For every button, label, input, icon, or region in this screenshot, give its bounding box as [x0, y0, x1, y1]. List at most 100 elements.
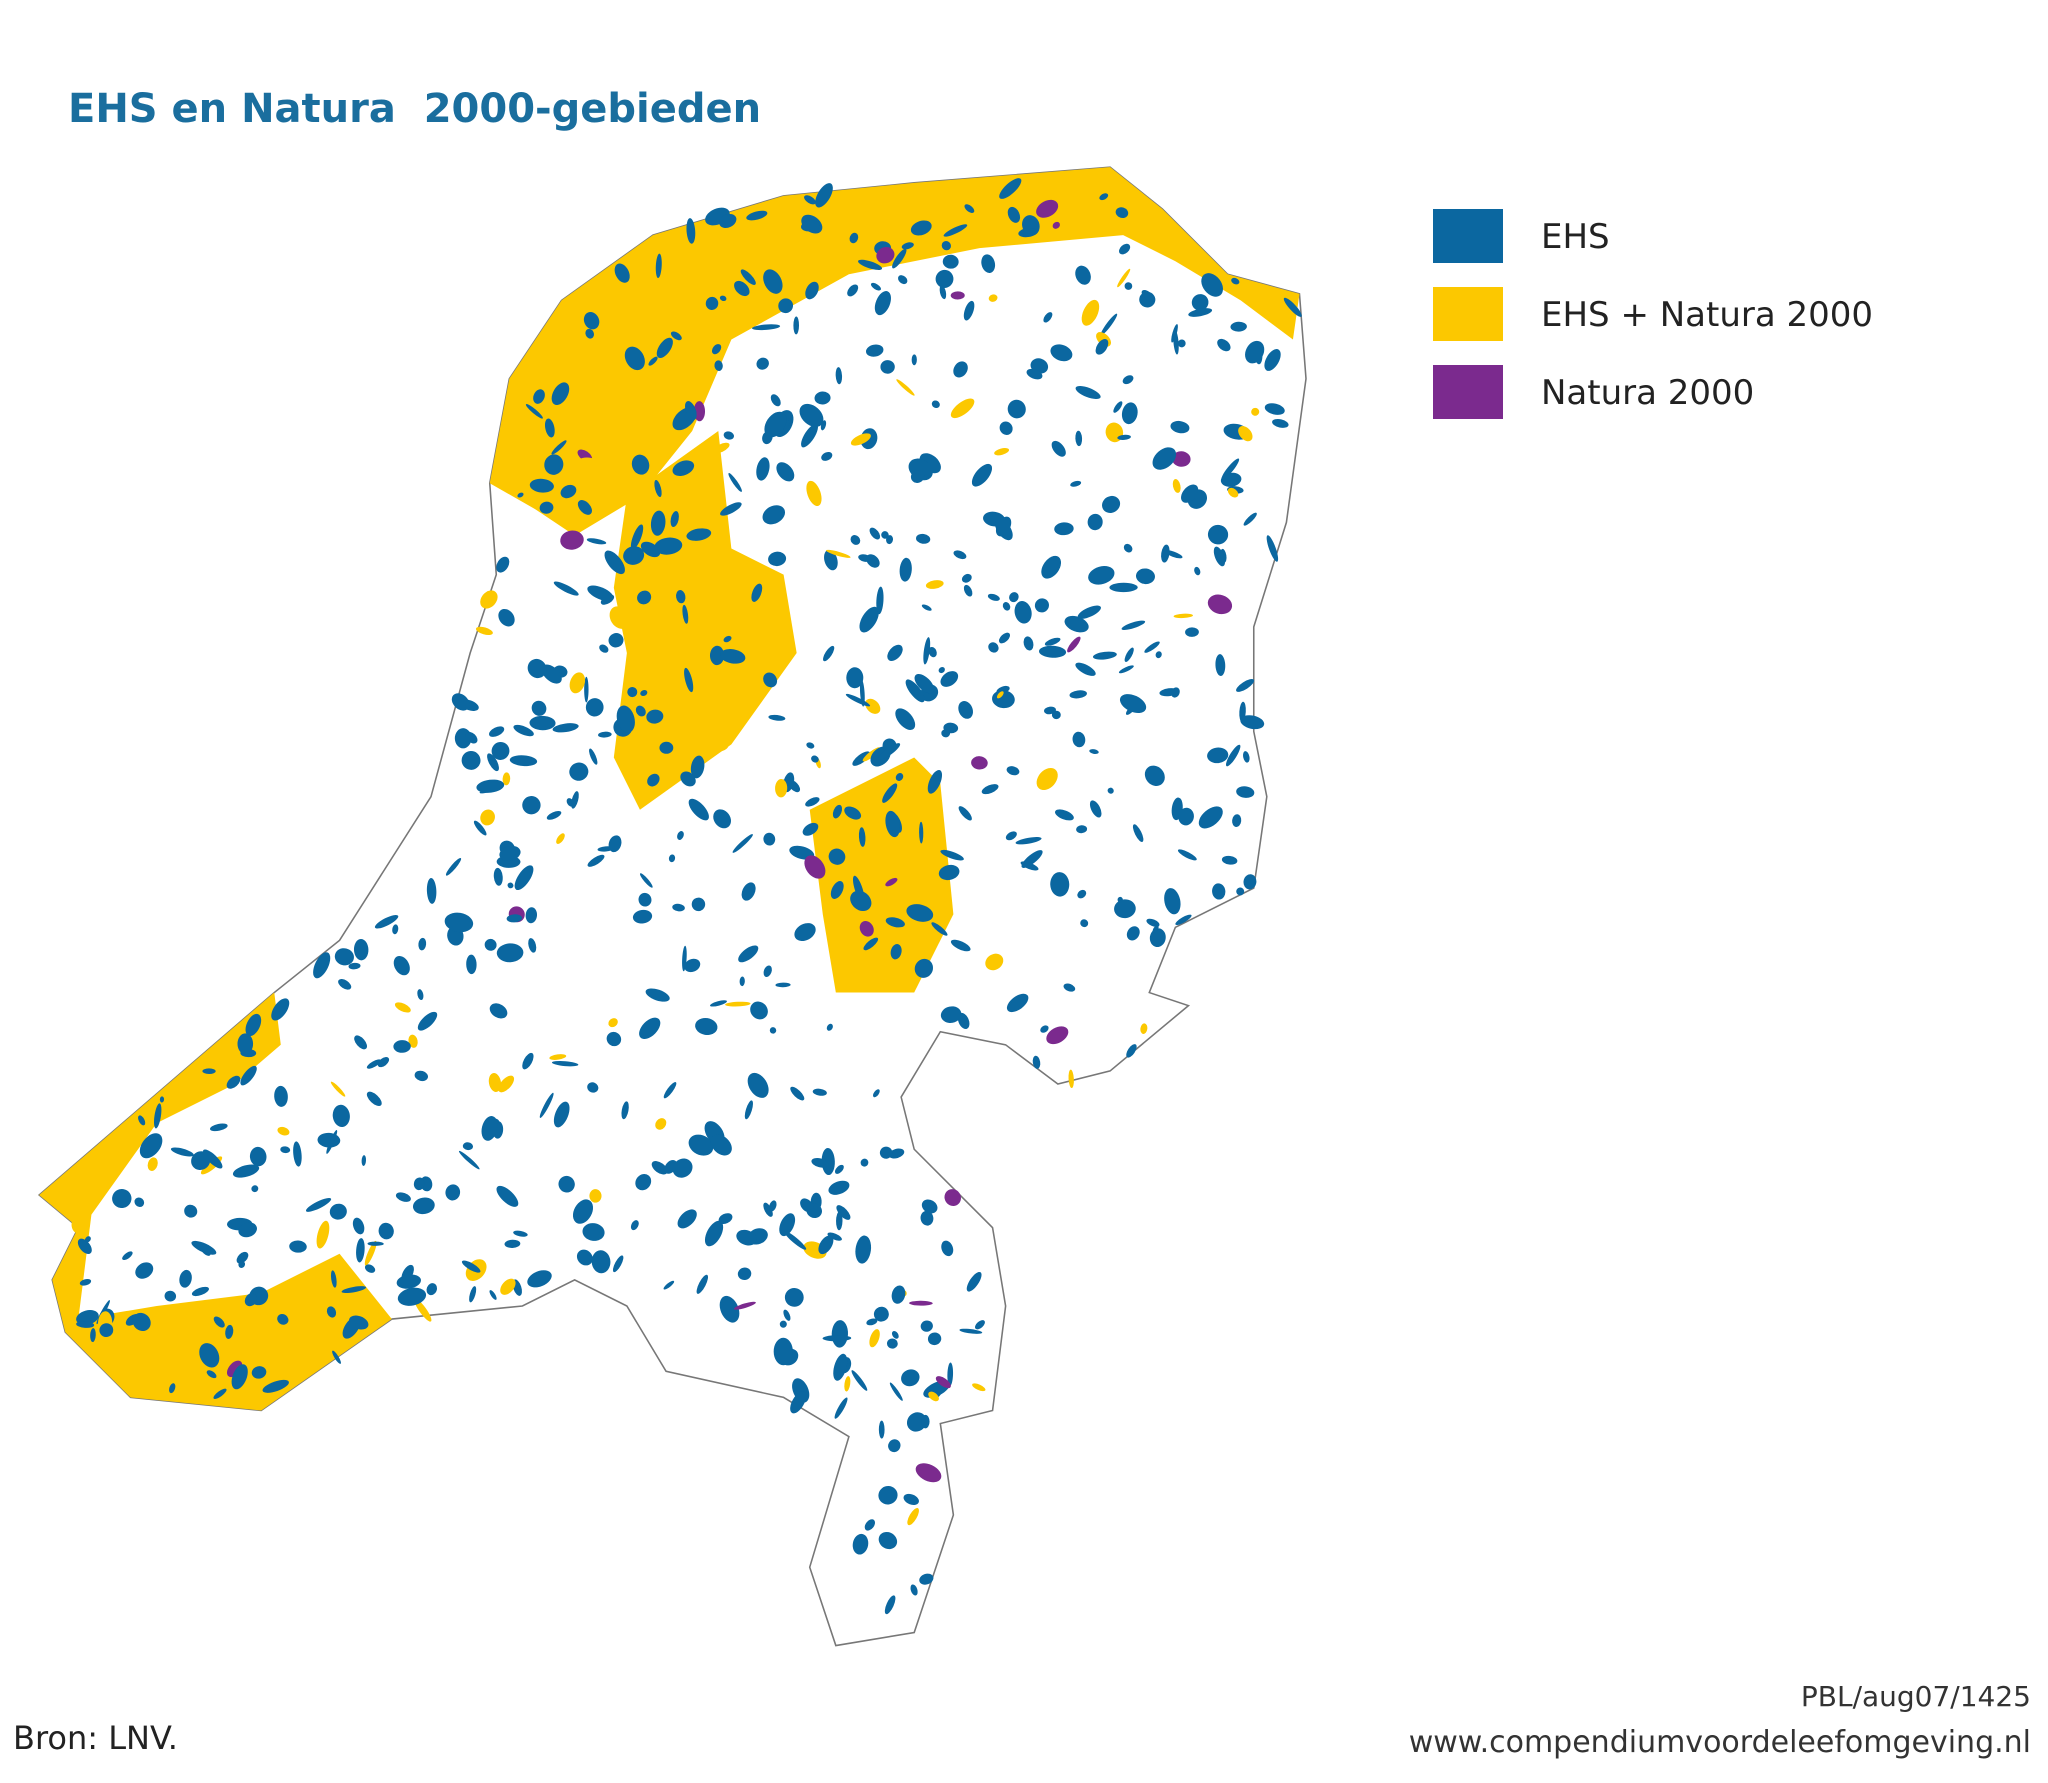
area-patch	[1050, 872, 1070, 897]
area-patch	[305, 1198, 332, 1212]
area-patch	[776, 462, 795, 482]
area-patch	[1161, 544, 1170, 563]
area-patch	[1050, 344, 1073, 362]
area-patch	[569, 672, 586, 694]
area-patch	[1075, 430, 1083, 447]
area-patch	[1109, 582, 1138, 593]
area-patch	[608, 1018, 618, 1028]
area-patch	[585, 328, 594, 339]
area-patch	[793, 316, 800, 335]
area-patch	[348, 962, 361, 970]
area-patch	[663, 1280, 675, 1290]
area-patch	[587, 854, 605, 867]
area-patch	[1144, 765, 1165, 786]
area-patch	[609, 606, 630, 629]
area-patch	[756, 357, 769, 370]
area-patch	[1231, 277, 1240, 285]
area-patch	[824, 549, 838, 571]
area-patch	[921, 604, 932, 611]
area-patch	[1236, 786, 1255, 798]
area-patch	[866, 554, 880, 568]
area-patch	[656, 337, 673, 358]
area-patch	[202, 1068, 216, 1074]
area-patch	[1172, 451, 1191, 467]
area-patch	[191, 1286, 209, 1297]
area-patch	[938, 666, 945, 674]
area-patch	[377, 1057, 390, 1068]
area-patch	[414, 1298, 432, 1322]
area-patch	[587, 585, 614, 602]
area-patch	[964, 204, 975, 214]
area-patch	[670, 511, 679, 528]
area-patch	[1236, 887, 1245, 896]
area-patch	[1212, 883, 1226, 900]
area-patch	[1077, 605, 1101, 619]
area-patch	[1051, 440, 1066, 457]
area-patch	[953, 550, 967, 560]
area-patch	[889, 1382, 903, 1401]
area-patch	[1221, 855, 1238, 865]
area-patch	[367, 1241, 384, 1246]
area-patch	[598, 731, 612, 738]
area-patch	[496, 556, 510, 573]
area-patch	[718, 1213, 733, 1224]
area-patch	[719, 295, 727, 302]
area-patch	[844, 1376, 851, 1392]
area-patch	[84, 1236, 91, 1243]
area-patch	[1173, 613, 1193, 619]
area-patch	[1121, 402, 1138, 425]
area-patch	[356, 1238, 365, 1263]
area-patch	[826, 1023, 833, 1031]
area-patch	[659, 741, 674, 754]
area-patch	[608, 633, 624, 648]
area-patch	[975, 1320, 985, 1330]
area-patch	[316, 1220, 330, 1249]
area-patch	[790, 1391, 807, 1414]
area-patch	[577, 500, 592, 515]
area-patch	[1243, 751, 1250, 763]
area-patch	[493, 867, 503, 886]
area-patch	[763, 832, 776, 846]
area-patch	[830, 881, 844, 899]
area-patch	[589, 1189, 602, 1203]
area-patch	[828, 1180, 850, 1195]
area-patch	[514, 865, 534, 891]
area-patch	[1117, 268, 1131, 288]
area-patch	[226, 1075, 241, 1089]
area-patch	[723, 431, 735, 440]
area-patch	[998, 632, 1010, 644]
wadden-area	[489, 167, 1300, 536]
area-patch	[1251, 407, 1260, 416]
area-patch	[895, 708, 916, 730]
area-patch	[293, 1141, 302, 1167]
area-patch	[638, 892, 652, 907]
area-patch	[500, 1278, 516, 1295]
area-patch	[1115, 207, 1129, 219]
area-patch	[769, 1027, 777, 1034]
area-patch	[920, 1210, 934, 1226]
area-patch	[784, 1287, 804, 1307]
area-patch	[713, 809, 732, 829]
area-patch	[826, 549, 851, 558]
source: Bron: LNV.	[13, 1719, 178, 1757]
area-patch	[891, 1330, 899, 1339]
area-patch	[240, 1065, 257, 1086]
area-patch	[1077, 889, 1087, 899]
area-patch	[525, 404, 543, 419]
area-patch	[763, 672, 778, 688]
area-patch	[1088, 566, 1115, 585]
area-patch	[366, 1059, 382, 1069]
legend-swatch	[1433, 287, 1503, 341]
area-patch	[725, 1001, 751, 1007]
area-patch	[668, 854, 676, 863]
area-patch	[244, 1293, 258, 1307]
area-patch	[271, 998, 290, 1021]
area-patch	[99, 1323, 114, 1338]
area-patch	[572, 1199, 594, 1224]
area-patch	[1194, 566, 1201, 576]
area-patch	[891, 1285, 906, 1304]
area-patch	[940, 849, 964, 861]
area-patch	[132, 1312, 151, 1332]
area-patch	[885, 810, 900, 838]
area-patch	[1122, 375, 1134, 385]
